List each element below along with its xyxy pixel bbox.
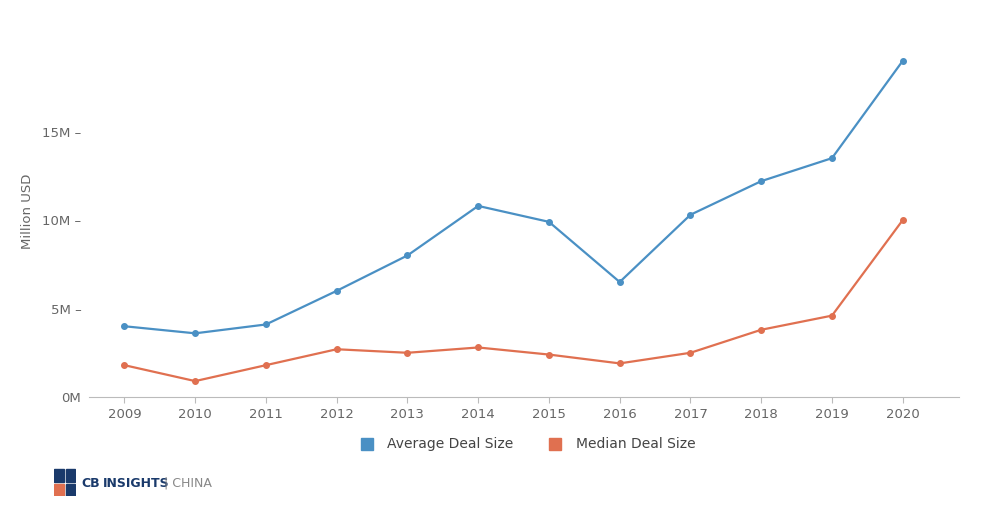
Text: CB: CB <box>81 476 100 490</box>
Bar <box>54 469 64 482</box>
Bar <box>66 484 75 496</box>
Bar <box>66 469 75 482</box>
Text: INSIGHTS: INSIGHTS <box>103 476 169 490</box>
Legend: Average Deal Size, Median Deal Size: Average Deal Size, Median Deal Size <box>347 432 701 457</box>
Y-axis label: Million USD: Million USD <box>21 174 34 249</box>
Bar <box>54 484 64 496</box>
Text: | CHINA: | CHINA <box>160 476 212 490</box>
